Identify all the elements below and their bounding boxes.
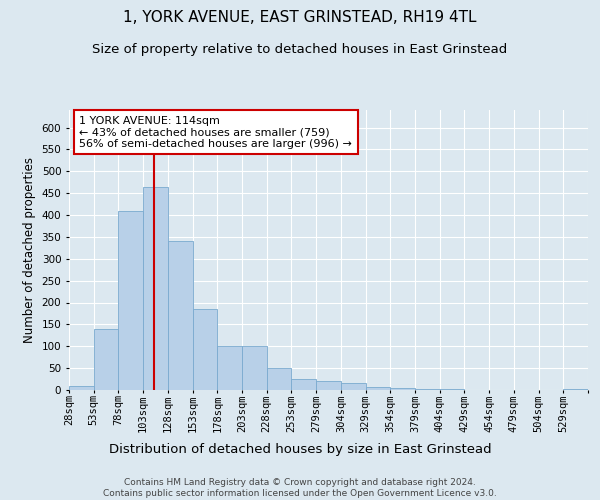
Bar [242,346,267,390]
Bar [168,242,193,390]
Bar [316,381,341,390]
Bar [267,368,292,390]
Bar [341,384,365,390]
Bar [440,389,464,390]
Bar [292,379,316,390]
Bar [143,186,168,390]
Bar [390,388,415,390]
Bar [415,388,440,390]
Bar [118,210,143,390]
Bar [217,346,242,390]
Bar [365,386,390,390]
Text: Contains HM Land Registry data © Crown copyright and database right 2024.
Contai: Contains HM Land Registry data © Crown c… [103,478,497,498]
Text: Size of property relative to detached houses in East Grinstead: Size of property relative to detached ho… [92,42,508,56]
Y-axis label: Number of detached properties: Number of detached properties [23,157,36,343]
Bar [193,309,217,390]
Bar [94,329,118,390]
Text: 1, YORK AVENUE, EAST GRINSTEAD, RH19 4TL: 1, YORK AVENUE, EAST GRINSTEAD, RH19 4TL [123,10,477,25]
Bar [69,386,94,390]
Bar [563,389,588,390]
Text: 1 YORK AVENUE: 114sqm
← 43% of detached houses are smaller (759)
56% of semi-det: 1 YORK AVENUE: 114sqm ← 43% of detached … [79,116,352,149]
Text: Distribution of detached houses by size in East Grinstead: Distribution of detached houses by size … [109,442,491,456]
